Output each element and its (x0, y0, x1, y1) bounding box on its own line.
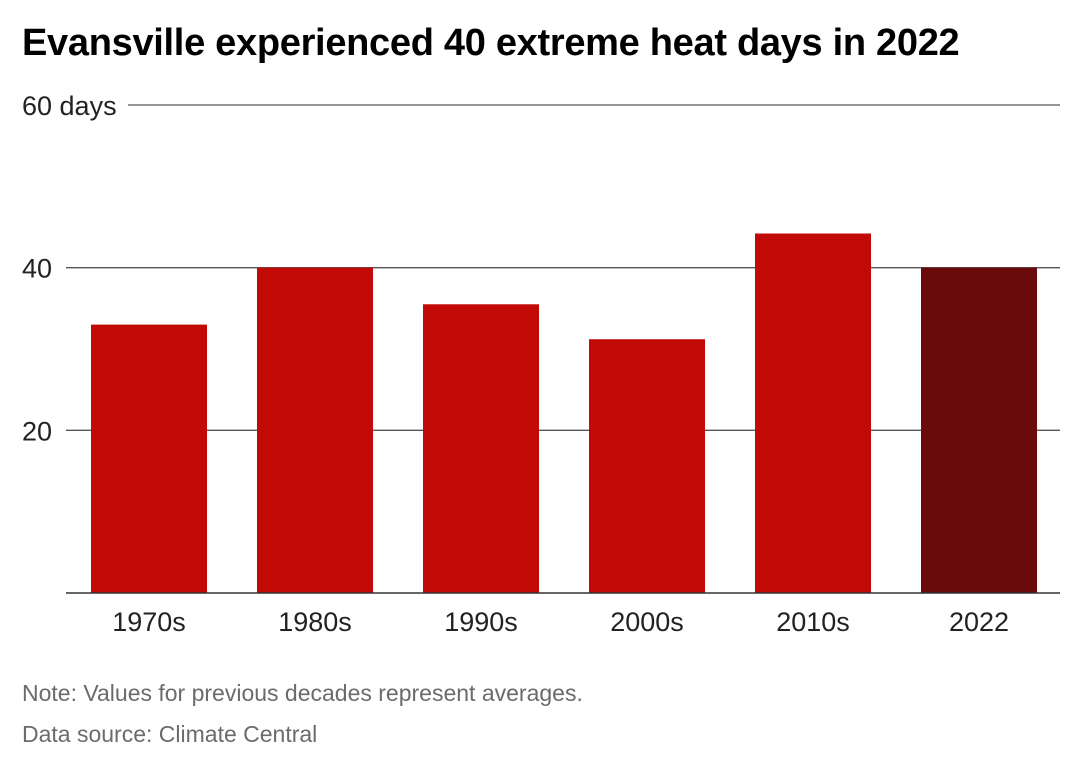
y-tick-label: 40 (22, 254, 52, 284)
x-tick-label: 2000s (610, 607, 684, 637)
x-tick-label: 2022 (949, 607, 1009, 637)
bar-1990s (423, 304, 539, 593)
bar-1970s (91, 324, 207, 593)
axis-labels: 20 40 60 days 1970s 1980s 1990s 2000s 2010s 2022 (22, 91, 1009, 637)
y-tick-label: 60 days (22, 91, 117, 121)
x-tick-label: 1970s (112, 607, 186, 637)
bar-2022 (921, 267, 1037, 593)
chart-note: Note: Values for previous decades repres… (22, 680, 583, 706)
x-tick-label: 2010s (776, 607, 850, 637)
bar-2000s (589, 339, 705, 593)
bars (91, 233, 1037, 594)
y-tick-label: 20 (22, 416, 52, 446)
x-tick-label: 1990s (444, 607, 518, 637)
bar-2010s (755, 233, 871, 594)
data-source: Data source: Climate Central (22, 721, 318, 747)
x-tick-label: 1980s (278, 607, 352, 637)
gridlines (66, 104, 1060, 431)
bar-chart: 20 40 60 days 1970s 1980s 1990s 2000s 2010s 2022 (22, 91, 1060, 637)
bar-1980s (257, 267, 373, 593)
chart-title: Evansville experienced 40 extreme heat d… (22, 22, 960, 64)
